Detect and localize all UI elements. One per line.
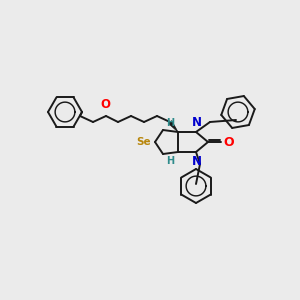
Text: O: O — [223, 136, 234, 148]
Text: Se: Se — [136, 137, 151, 147]
Text: N: N — [192, 155, 202, 168]
Text: H: H — [166, 118, 174, 128]
Polygon shape — [168, 121, 178, 132]
Text: N: N — [192, 116, 202, 129]
Text: O: O — [100, 98, 110, 111]
Text: H: H — [166, 156, 174, 166]
